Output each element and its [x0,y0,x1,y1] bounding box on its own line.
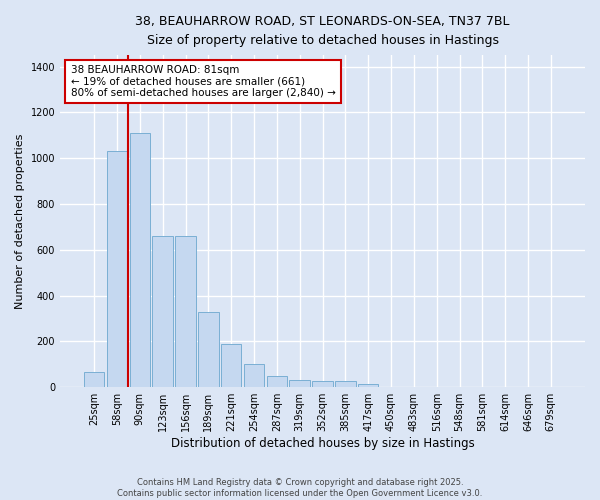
Text: Contains HM Land Registry data © Crown copyright and database right 2025.
Contai: Contains HM Land Registry data © Crown c… [118,478,482,498]
Bar [84,372,104,387]
Bar [221,344,241,387]
Text: 38 BEAUHARROW ROAD: 81sqm
← 19% of detached houses are smaller (661)
80% of semi: 38 BEAUHARROW ROAD: 81sqm ← 19% of detac… [71,65,335,98]
Bar [198,312,218,387]
Bar [244,364,264,387]
Bar [175,236,196,387]
Bar [312,382,333,387]
X-axis label: Distribution of detached houses by size in Hastings: Distribution of detached houses by size … [170,437,475,450]
Bar [130,133,150,387]
Bar [289,380,310,387]
Bar [107,152,127,387]
Bar [152,236,173,387]
Title: 38, BEAUHARROW ROAD, ST LEONARDS-ON-SEA, TN37 7BL
Size of property relative to d: 38, BEAUHARROW ROAD, ST LEONARDS-ON-SEA,… [135,15,510,47]
Bar [266,376,287,387]
Bar [358,384,379,387]
Y-axis label: Number of detached properties: Number of detached properties [15,134,25,309]
Bar [335,382,356,387]
